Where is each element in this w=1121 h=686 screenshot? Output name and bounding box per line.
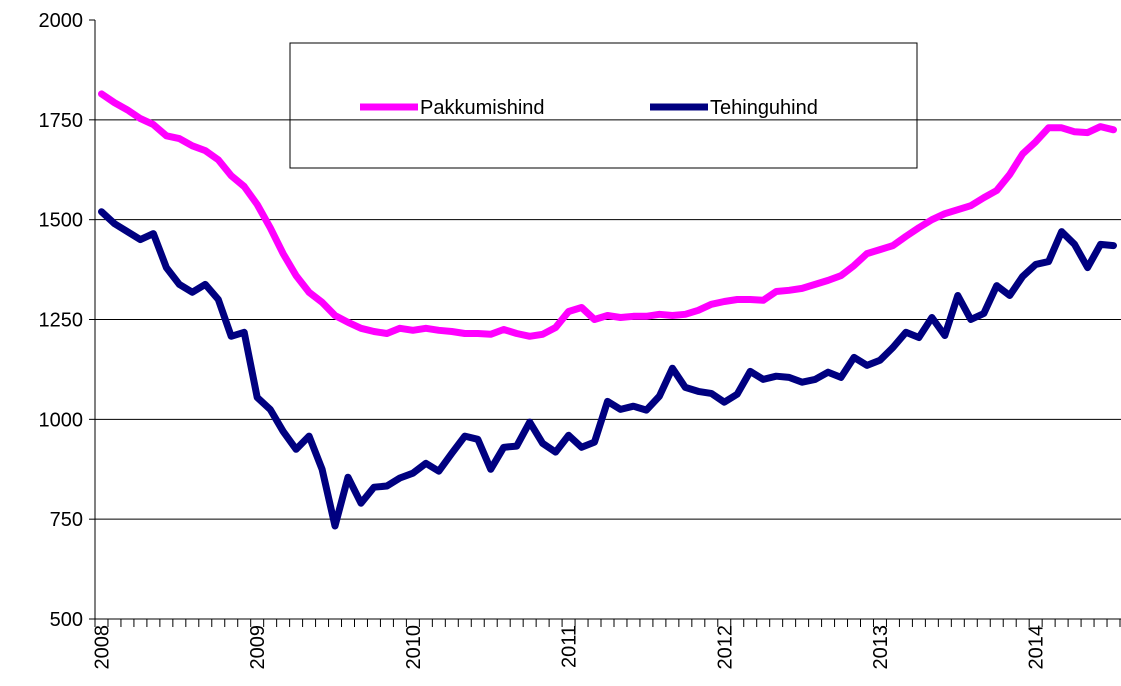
y-tick-label: 2000 (39, 10, 84, 32)
x-tick-label: 2009 (247, 625, 269, 670)
y-tick-label: 1250 (39, 310, 84, 332)
x-tick-label: 2012 (714, 625, 736, 670)
legend-label: Pakkumishind (420, 97, 545, 119)
y-tick-label: 500 (50, 609, 83, 631)
x-tick-label: 2008 (91, 625, 113, 670)
y-tick-label: 1750 (39, 110, 84, 132)
series-line (98, 90, 1117, 340)
y-tick-label: 1000 (39, 409, 84, 431)
x-tick-label: 2011 (559, 625, 581, 668)
y-tick-label: 1500 (39, 210, 84, 232)
series-line (98, 208, 1117, 530)
legend-label: Tehinguhind (710, 97, 818, 119)
x-tick-label: 2010 (403, 625, 425, 670)
x-tick-label: 2014 (1026, 625, 1048, 670)
x-tick-label: 2013 (870, 625, 892, 670)
y-tick-label: 750 (50, 509, 83, 531)
